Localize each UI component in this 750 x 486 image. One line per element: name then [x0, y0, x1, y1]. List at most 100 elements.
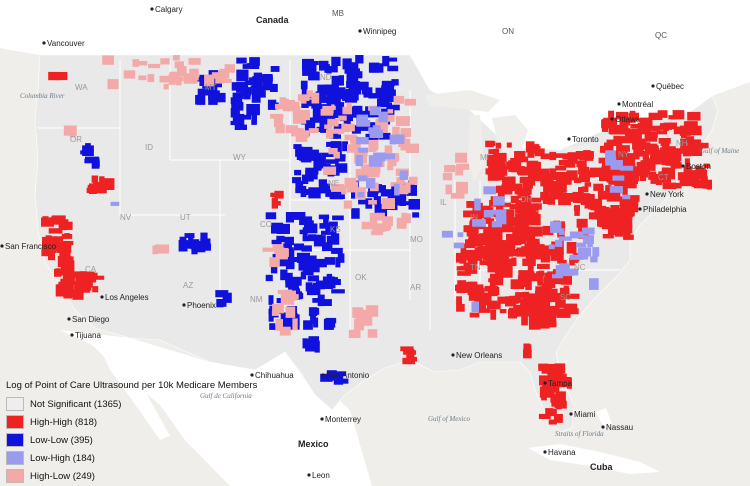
- low-low-county[interactable]: [284, 236, 295, 246]
- low-low-county[interactable]: [336, 187, 345, 199]
- high-high-county[interactable]: [540, 191, 546, 201]
- high-high-county[interactable]: [617, 176, 632, 188]
- low-low-county[interactable]: [335, 163, 348, 173]
- high-low-county[interactable]: [328, 148, 338, 155]
- low-low-county[interactable]: [268, 312, 274, 322]
- high-low-county[interactable]: [283, 248, 289, 257]
- low-low-county[interactable]: [391, 104, 400, 111]
- high-low-county[interactable]: [215, 76, 224, 84]
- high-low-county[interactable]: [204, 74, 215, 87]
- high-high-county[interactable]: [625, 175, 640, 182]
- high-low-county[interactable]: [369, 212, 378, 225]
- high-high-county[interactable]: [566, 242, 577, 254]
- low-low-county[interactable]: [232, 116, 241, 122]
- low-low-county[interactable]: [276, 223, 290, 234]
- low-low-county[interactable]: [311, 100, 322, 109]
- high-high-county[interactable]: [514, 151, 526, 161]
- low-low-county[interactable]: [276, 235, 285, 243]
- low-low-county[interactable]: [349, 84, 360, 95]
- high-low-county[interactable]: [169, 71, 180, 80]
- low-low-county[interactable]: [386, 102, 392, 113]
- low-low-county[interactable]: [315, 91, 327, 103]
- high-high-county[interactable]: [644, 145, 659, 155]
- high-high-county[interactable]: [89, 183, 97, 194]
- high-high-county[interactable]: [488, 256, 499, 265]
- high-high-county[interactable]: [543, 277, 553, 288]
- low-high-county[interactable]: [619, 165, 634, 171]
- high-low-county[interactable]: [372, 223, 387, 232]
- high-low-county[interactable]: [346, 185, 356, 193]
- low-low-county[interactable]: [408, 199, 421, 210]
- low-high-county[interactable]: [471, 301, 479, 313]
- high-high-county[interactable]: [606, 139, 614, 144]
- low-low-county[interactable]: [270, 264, 278, 274]
- low-low-county[interactable]: [298, 261, 312, 271]
- low-low-county[interactable]: [292, 177, 302, 184]
- high-high-county[interactable]: [525, 279, 532, 291]
- high-high-county[interactable]: [557, 396, 566, 401]
- high-low-county[interactable]: [344, 177, 357, 188]
- high-high-county[interactable]: [484, 285, 498, 292]
- high-high-county[interactable]: [616, 145, 630, 152]
- low-high-county[interactable]: [605, 150, 616, 162]
- high-high-county[interactable]: [54, 241, 66, 251]
- high-high-county[interactable]: [497, 240, 507, 247]
- high-high-county[interactable]: [460, 249, 475, 261]
- high-high-county[interactable]: [42, 244, 56, 251]
- high-low-county[interactable]: [331, 184, 345, 192]
- low-low-county[interactable]: [379, 132, 391, 140]
- high-high-county[interactable]: [539, 293, 547, 300]
- high-high-county[interactable]: [477, 252, 488, 259]
- low-low-county[interactable]: [375, 185, 386, 193]
- high-high-county[interactable]: [598, 190, 608, 200]
- legend-item-low-low[interactable]: Low-Low (395): [6, 431, 257, 449]
- high-low-county[interactable]: [387, 114, 395, 122]
- high-high-county[interactable]: [529, 170, 544, 182]
- high-low-county[interactable]: [455, 181, 468, 194]
- low-low-county[interactable]: [84, 158, 99, 164]
- high-high-county[interactable]: [93, 275, 105, 280]
- low-high-county[interactable]: [369, 129, 384, 138]
- high-high-county[interactable]: [99, 176, 105, 187]
- low-low-county[interactable]: [387, 65, 399, 72]
- high-high-county[interactable]: [548, 419, 557, 425]
- low-low-county[interactable]: [271, 239, 282, 245]
- high-high-county[interactable]: [520, 298, 527, 309]
- low-high-county[interactable]: [605, 156, 617, 166]
- high-low-county[interactable]: [272, 303, 284, 314]
- high-high-county[interactable]: [542, 293, 556, 302]
- high-high-county[interactable]: [58, 219, 69, 231]
- high-high-county[interactable]: [48, 251, 55, 261]
- high-high-county[interactable]: [639, 170, 647, 181]
- high-high-county[interactable]: [522, 195, 532, 207]
- high-high-county[interactable]: [544, 189, 550, 198]
- high-high-county[interactable]: [456, 296, 462, 305]
- high-low-county[interactable]: [375, 118, 389, 128]
- high-high-county[interactable]: [554, 370, 564, 378]
- high-low-county[interactable]: [173, 77, 184, 82]
- high-low-county[interactable]: [455, 165, 464, 176]
- low-low-county[interactable]: [308, 149, 319, 160]
- high-high-county[interactable]: [657, 110, 668, 118]
- low-high-county[interactable]: [389, 134, 397, 145]
- high-high-county[interactable]: [497, 204, 503, 214]
- high-high-county[interactable]: [479, 260, 492, 265]
- high-high-county[interactable]: [689, 139, 702, 145]
- high-high-county[interactable]: [602, 169, 614, 181]
- high-high-county[interactable]: [522, 291, 530, 301]
- high-low-county[interactable]: [273, 116, 283, 128]
- high-high-county[interactable]: [469, 312, 480, 318]
- low-low-county[interactable]: [367, 191, 378, 198]
- low-low-county[interactable]: [300, 80, 308, 90]
- low-low-county[interactable]: [344, 62, 359, 74]
- low-low-county[interactable]: [300, 185, 307, 197]
- high-high-county[interactable]: [558, 377, 571, 388]
- low-high-county[interactable]: [491, 221, 502, 228]
- low-low-county[interactable]: [94, 160, 100, 167]
- high-high-county[interactable]: [630, 124, 638, 129]
- low-high-county[interactable]: [576, 242, 587, 248]
- high-low-county[interactable]: [396, 177, 405, 185]
- high-low-county[interactable]: [450, 192, 465, 199]
- high-low-county[interactable]: [172, 55, 180, 61]
- high-low-county[interactable]: [275, 248, 288, 260]
